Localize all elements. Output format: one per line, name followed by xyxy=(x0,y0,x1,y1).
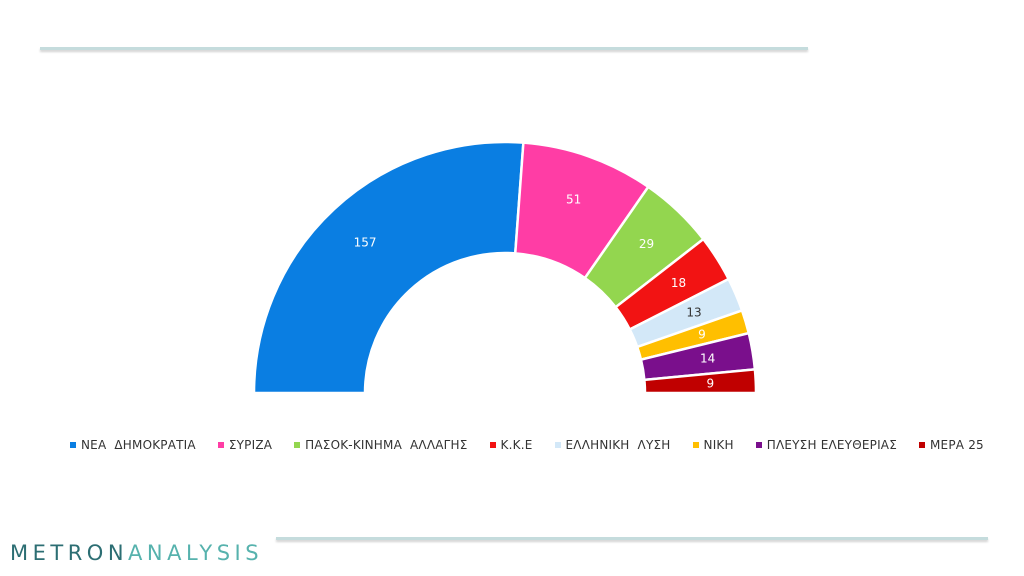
legend-label: ΜΕΡΑ 25 xyxy=(930,438,984,452)
legend-item-4: ΕΛΛΗΝΙΚΗ ΛΥΣΗ xyxy=(554,438,671,452)
brand-logo: METRONANALYSIS xyxy=(10,541,263,565)
seat-label-3: 18 xyxy=(671,276,686,290)
legend-swatch xyxy=(554,442,561,448)
legend-item-3: Κ.Κ.Ε xyxy=(489,438,533,452)
legend-label: ΝΙΚΗ xyxy=(703,438,734,452)
top-divider xyxy=(40,47,808,50)
seat-slice-7 xyxy=(643,368,758,395)
seat-slice-0 xyxy=(252,140,525,395)
chart-legend: ΝΕΑ ΔΗΜΟΚΡΑΤΙΑ ΣΥΡΙΖΑ ΠΑΣΟΚ-ΚΙΝΗΜΑ ΑΛΛΑΓΗΣ… xyxy=(70,438,1010,452)
legend-label: Κ.Κ.Ε xyxy=(500,438,533,452)
legend-item-5: ΝΙΚΗ xyxy=(692,438,734,452)
legend-swatch xyxy=(70,442,76,448)
legend-swatch xyxy=(919,442,925,448)
legend-swatch xyxy=(755,442,762,448)
legend-item-7: ΜΕΡΑ 25 xyxy=(919,438,984,452)
seat-label-0: 157 xyxy=(354,236,377,250)
legend-label: ΣΥΡΙΖΑ xyxy=(228,438,273,452)
seat-label-1: 51 xyxy=(566,192,581,206)
legend-swatch xyxy=(217,442,224,448)
legend-item-1: ΣΥΡΙΖΑ xyxy=(217,438,273,452)
legend-item-0: ΝΕΑ ΔΗΜΟΚΡΑΤΙΑ xyxy=(70,438,196,452)
legend-label: ΕΛΛΗΝΙΚΗ ΛΥΣΗ xyxy=(565,438,671,452)
seat-label-5: 9 xyxy=(698,328,706,342)
seat-label-2: 29 xyxy=(639,237,654,251)
seat-label-7: 9 xyxy=(706,376,714,390)
brand-logo-part1: METRON xyxy=(10,541,129,565)
brand-logo-part2: ANALYSIS xyxy=(128,541,264,565)
legend-label: ΠΑΣΟΚ-ΚΙΝΗΜΑ ΑΛΛΑΓΗΣ xyxy=(305,438,468,452)
legend-item-2: ΠΑΣΟΚ-ΚΙΝΗΜΑ ΑΛΛΑΓΗΣ xyxy=(294,438,467,452)
legend-swatch xyxy=(294,442,301,448)
seat-label-6: 14 xyxy=(700,352,715,366)
legend-label: ΝΕΑ ΔΗΜΟΚΡΑΤΙΑ xyxy=(81,438,196,452)
legend-swatch xyxy=(489,442,496,448)
legend-label: ΠΛΕΥΣΗ ΕΛΕΥΘΕΡΙΑΣ xyxy=(766,438,897,452)
legend-swatch xyxy=(692,442,699,448)
legend-item-6: ΠΛΕΥΣΗ ΕΛΕΥΘΕΡΙΑΣ xyxy=(755,438,897,452)
seat-label-4: 13 xyxy=(686,305,701,319)
bottom-divider xyxy=(276,537,988,540)
